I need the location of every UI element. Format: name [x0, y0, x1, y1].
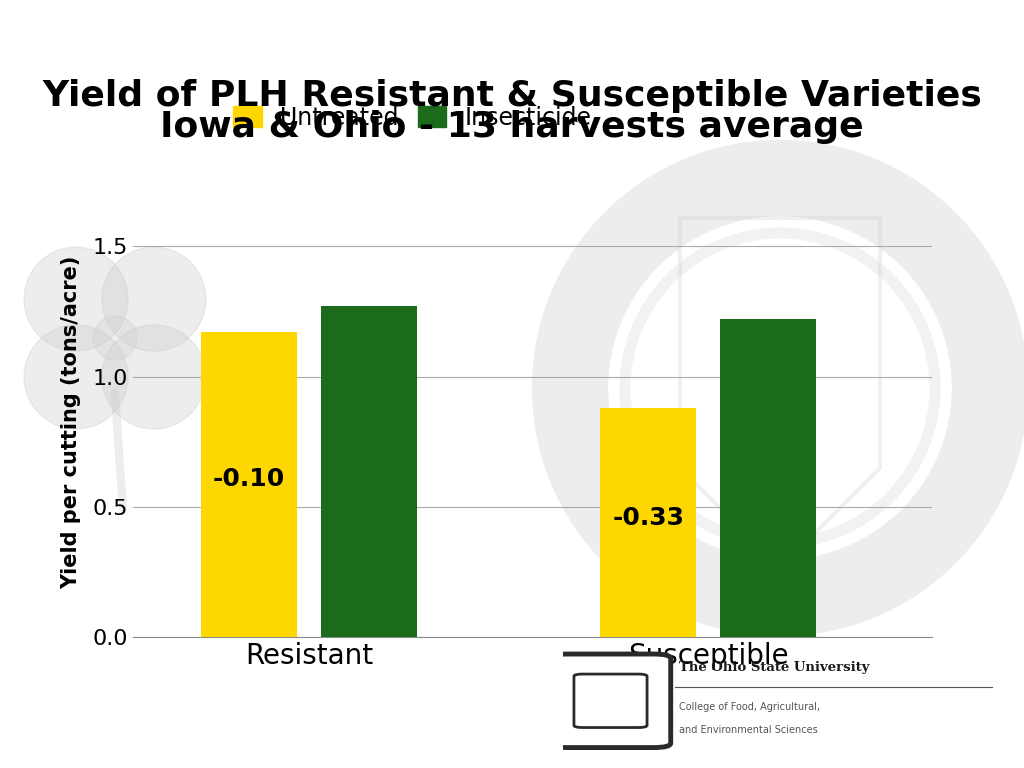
Circle shape — [25, 247, 128, 351]
Circle shape — [102, 325, 206, 429]
Circle shape — [93, 316, 137, 360]
Legend: Untreated, Insecticide: Untreated, Insecticide — [226, 99, 599, 137]
Circle shape — [25, 325, 128, 429]
Y-axis label: Yield per cutting (tons/acre): Yield per cutting (tons/acre) — [61, 256, 82, 589]
FancyBboxPatch shape — [573, 674, 647, 727]
Text: and Environmental Sciences: and Environmental Sciences — [679, 725, 818, 735]
Text: Iowa & Ohio - 13 harvests average: Iowa & Ohio - 13 harvests average — [160, 110, 864, 144]
Text: College of Food, Agricultural,: College of Food, Agricultural, — [679, 703, 820, 713]
Bar — [720, 319, 816, 637]
Bar — [321, 306, 417, 637]
Text: OHIO STATE UNIVERSITY EXTENSION: OHIO STATE UNIVERSITY EXTENSION — [355, 18, 669, 32]
Text: -0.10: -0.10 — [213, 467, 285, 491]
FancyBboxPatch shape — [550, 654, 671, 747]
Bar — [600, 408, 696, 637]
Circle shape — [102, 247, 206, 351]
Text: -0.33: -0.33 — [612, 506, 684, 530]
Bar — [201, 333, 297, 637]
Text: Yield of PLH Resistant & Susceptible Varieties: Yield of PLH Resistant & Susceptible Var… — [42, 79, 982, 113]
Text: The Ohio State University: The Ohio State University — [679, 661, 869, 674]
